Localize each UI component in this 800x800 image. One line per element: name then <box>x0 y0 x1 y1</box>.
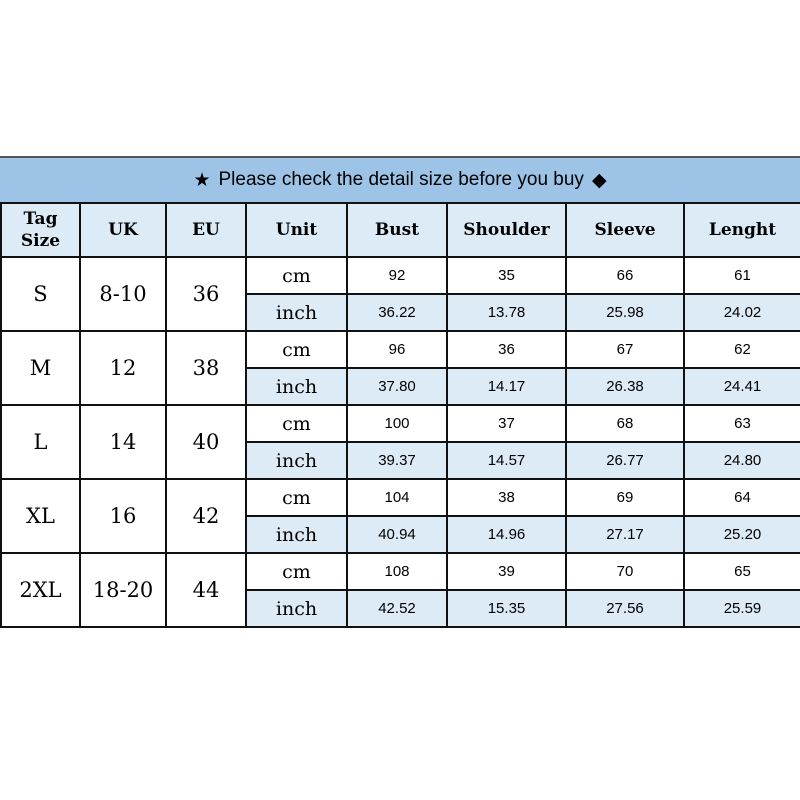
header-eu: EU <box>165 202 247 258</box>
diamond-icon: ◆ <box>591 169 607 191</box>
length-cell: 24.02 <box>683 293 800 332</box>
eu-size-cell: 42 <box>165 478 247 554</box>
sleeve-cell: 27.17 <box>565 515 685 554</box>
uk-size-cell: 18-20 <box>79 552 167 628</box>
size-row-cm: L 14 40 cm 100 37 68 63 <box>0 404 800 480</box>
header-row: Tag Size UK EU Unit Bust Shoulder Sleeve… <box>0 202 800 258</box>
header-bust: Bust <box>346 202 448 258</box>
size-row-cm: M 12 38 cm 96 36 67 62 <box>0 330 800 406</box>
sleeve-cell: 25.98 <box>565 293 685 332</box>
shoulder-cell: 39 <box>446 552 567 591</box>
header-uk: UK <box>79 202 167 258</box>
length-cell: 65 <box>683 552 800 591</box>
sleeve-cell: 68 <box>565 404 685 443</box>
unit-cell: inch <box>245 589 348 628</box>
unit-cell: cm <box>245 330 348 369</box>
size-chart-table: Tag Size UK EU Unit Bust Shoulder Sleeve… <box>0 202 800 628</box>
unit-cell: cm <box>245 552 348 591</box>
sleeve-cell: 27.56 <box>565 589 685 628</box>
shoulder-cell: 15.35 <box>446 589 567 628</box>
sleeve-cell: 70 <box>565 552 685 591</box>
uk-size-cell: 8-10 <box>79 256 167 332</box>
length-cell: 25.59 <box>683 589 800 628</box>
unit-cell: cm <box>245 256 348 295</box>
length-cell: 24.41 <box>683 367 800 406</box>
star-icon: ★ <box>193 169 211 191</box>
length-cell: 63 <box>683 404 800 443</box>
size-row-inch: inch 39.37 14.57 26.77 24.80 <box>1 441 800 480</box>
shoulder-cell: 14.17 <box>446 367 567 406</box>
tag-size-cell: L <box>0 404 81 480</box>
bust-cell: 39.37 <box>346 441 448 480</box>
tag-size-cell: 2XL <box>0 552 81 628</box>
length-cell: 62 <box>683 330 800 369</box>
tag-size-cell: XL <box>0 478 81 554</box>
size-row-inch: inch 37.80 14.17 26.38 24.41 <box>1 367 800 406</box>
bust-cell: 96 <box>346 330 448 369</box>
size-row-inch: inch 36.22 13.78 25.98 24.02 <box>1 293 800 332</box>
size-row-cm: 2XL 18-20 44 cm 108 39 70 65 <box>0 552 800 628</box>
sleeve-cell: 69 <box>565 478 685 517</box>
shoulder-cell: 36 <box>446 330 567 369</box>
tag-size-cell: S <box>0 256 81 332</box>
size-notice-banner: ★ Please check the detail size before yo… <box>0 156 800 202</box>
uk-size-cell: 16 <box>79 478 167 554</box>
shoulder-cell: 35 <box>446 256 567 295</box>
eu-size-cell: 36 <box>165 256 247 332</box>
bust-cell: 40.94 <box>346 515 448 554</box>
eu-size-cell: 40 <box>165 404 247 480</box>
uk-size-cell: 14 <box>79 404 167 480</box>
sleeve-cell: 67 <box>565 330 685 369</box>
bust-cell: 36.22 <box>346 293 448 332</box>
size-row-inch: inch 40.94 14.96 27.17 25.20 <box>1 515 800 554</box>
header-shoulder: Shoulder <box>446 202 567 258</box>
length-cell: 61 <box>683 256 800 295</box>
shoulder-cell: 14.57 <box>446 441 567 480</box>
header-sleeve: Sleeve <box>565 202 685 258</box>
length-cell: 24.80 <box>683 441 800 480</box>
size-row-cm: S 8-10 36 cm 92 35 66 61 <box>0 256 800 332</box>
bust-cell: 92 <box>346 256 448 295</box>
notice-text: Please check the detail size before you … <box>218 169 584 190</box>
bust-cell: 104 <box>346 478 448 517</box>
uk-size-cell: 12 <box>79 330 167 406</box>
shoulder-cell: 37 <box>446 404 567 443</box>
unit-cell: inch <box>245 367 348 406</box>
tag-size-cell: M <box>0 330 81 406</box>
length-cell: 64 <box>683 478 800 517</box>
bust-cell: 37.80 <box>346 367 448 406</box>
header-tag-size: Tag Size <box>0 202 81 258</box>
size-row-cm: XL 16 42 cm 104 38 69 64 <box>0 478 800 554</box>
size-row-inch: inch 42.52 15.35 27.56 25.59 <box>1 589 800 628</box>
eu-size-cell: 38 <box>165 330 247 406</box>
bust-cell: 42.52 <box>346 589 448 628</box>
unit-cell: cm <box>245 478 348 517</box>
header-length: Lenght <box>683 202 800 258</box>
header-unit: Unit <box>245 202 348 258</box>
unit-cell: cm <box>245 404 348 443</box>
shoulder-cell: 13.78 <box>446 293 567 332</box>
bust-cell: 108 <box>346 552 448 591</box>
unit-cell: inch <box>245 293 348 332</box>
unit-cell: inch <box>245 441 348 480</box>
sleeve-cell: 66 <box>565 256 685 295</box>
shoulder-cell: 38 <box>446 478 567 517</box>
length-cell: 25.20 <box>683 515 800 554</box>
unit-cell: inch <box>245 515 348 554</box>
sleeve-cell: 26.38 <box>565 367 685 406</box>
bust-cell: 100 <box>346 404 448 443</box>
shoulder-cell: 14.96 <box>446 515 567 554</box>
sleeve-cell: 26.77 <box>565 441 685 480</box>
eu-size-cell: 44 <box>165 552 247 628</box>
